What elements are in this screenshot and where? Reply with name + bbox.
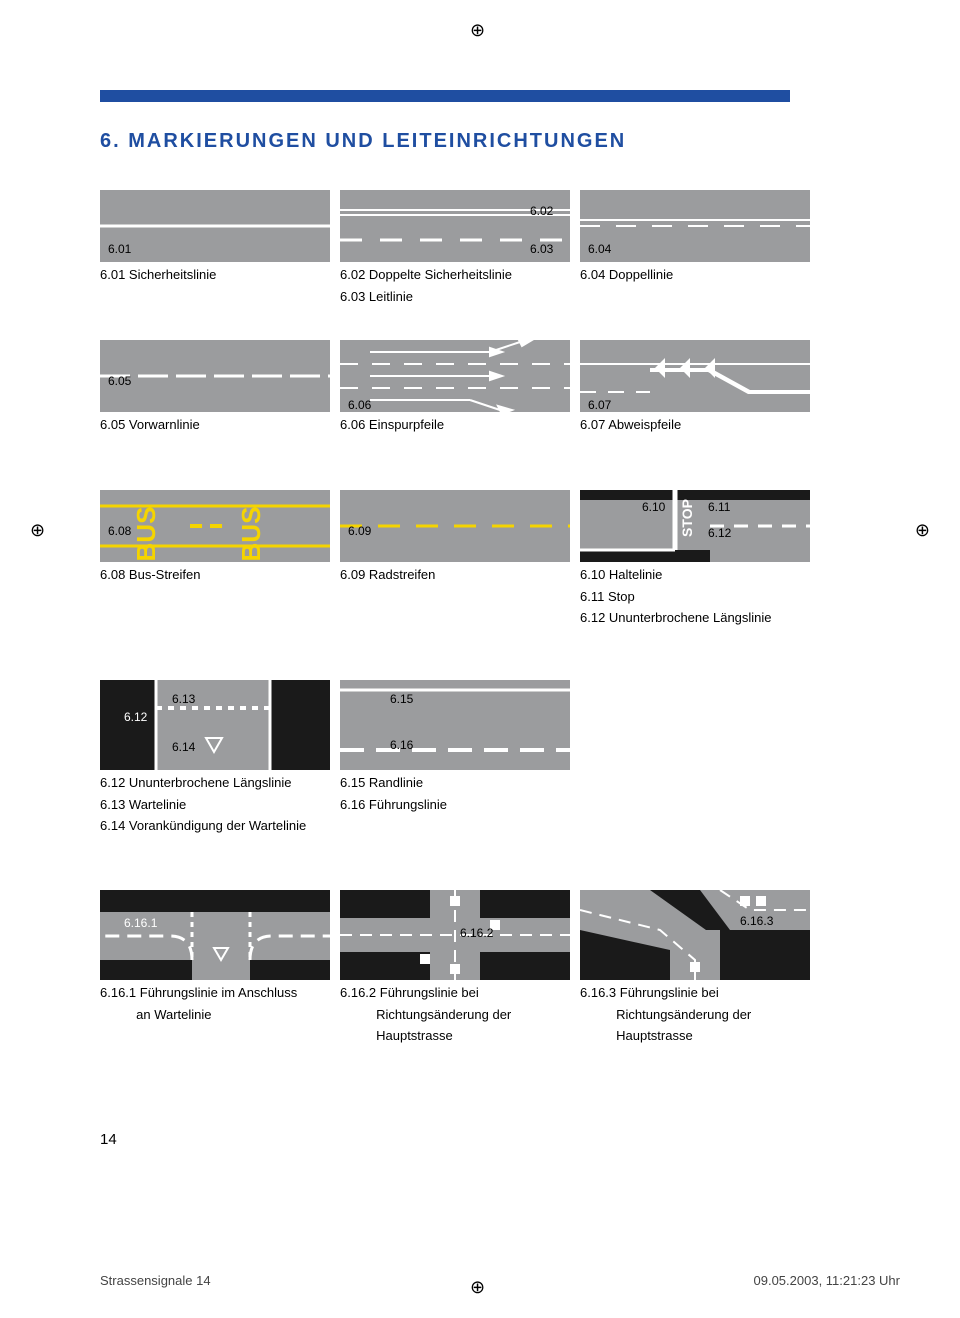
fig-6-08: BUS BUS 6.08 6.08 Bus-Streifen — [100, 490, 330, 584]
svg-text:BUS: BUS — [236, 507, 266, 562]
svg-text:STOP: STOP — [679, 499, 695, 537]
fig-6-01: 6.01 6.01 Sicherheitslinie — [100, 190, 330, 284]
page-number: 14 — [100, 1131, 117, 1148]
fig-6-16-2: 6.16.2 6.16.2 Führungslinie bei Richtung… — [340, 890, 570, 1045]
footer-right: 09.05.2003, 11:21:23 Uhr — [754, 1273, 901, 1288]
fig-6-16-3: 6.16.3 6.16.3 Führungslinie bei Richtung… — [580, 890, 810, 1045]
fig-6-12-14: 6.13 6.12 6.14 6.12 Ununterbrochene Läng… — [100, 680, 330, 835]
fig-6-09: 6.09 6.09 Radstreifen — [340, 490, 570, 584]
fig-6-05: 6.05 6.05 Vorwarnlinie — [100, 340, 330, 434]
svg-text:BUS: BUS — [131, 507, 161, 562]
header-bar — [100, 90, 790, 102]
fig-6-16-1: 6.16.1 6.16.1 Führungslinie im Anschluss… — [100, 890, 330, 1023]
fig-6-04: 6.04 6.04 Doppellinie — [580, 190, 810, 284]
fig-6-15-16: 6.15 6.16 6.15 Randlinie 6.16 Führungsli… — [340, 680, 570, 813]
fig-6-10-12: STOP 6.10 6.11 6.12 6.10 Haltelinie 6.11… — [580, 490, 810, 627]
fig-6-07: 6.07 6.07 Abweispfeile — [580, 340, 810, 434]
crop-mark-left: ⊕ — [30, 520, 45, 541]
crop-mark-top: ⊕ — [470, 20, 485, 41]
fig-6-02-03: 6.02 6.03 6.02 Doppelte Sicherheitslinie… — [340, 190, 570, 305]
crop-mark-right: ⊕ — [915, 520, 930, 541]
page-title: 6. MARKIERUNGEN UND LEITEINRICHTUNGEN — [100, 130, 626, 153]
fig-6-06: 6.06 6.06 Einspurpfeile — [340, 340, 570, 434]
